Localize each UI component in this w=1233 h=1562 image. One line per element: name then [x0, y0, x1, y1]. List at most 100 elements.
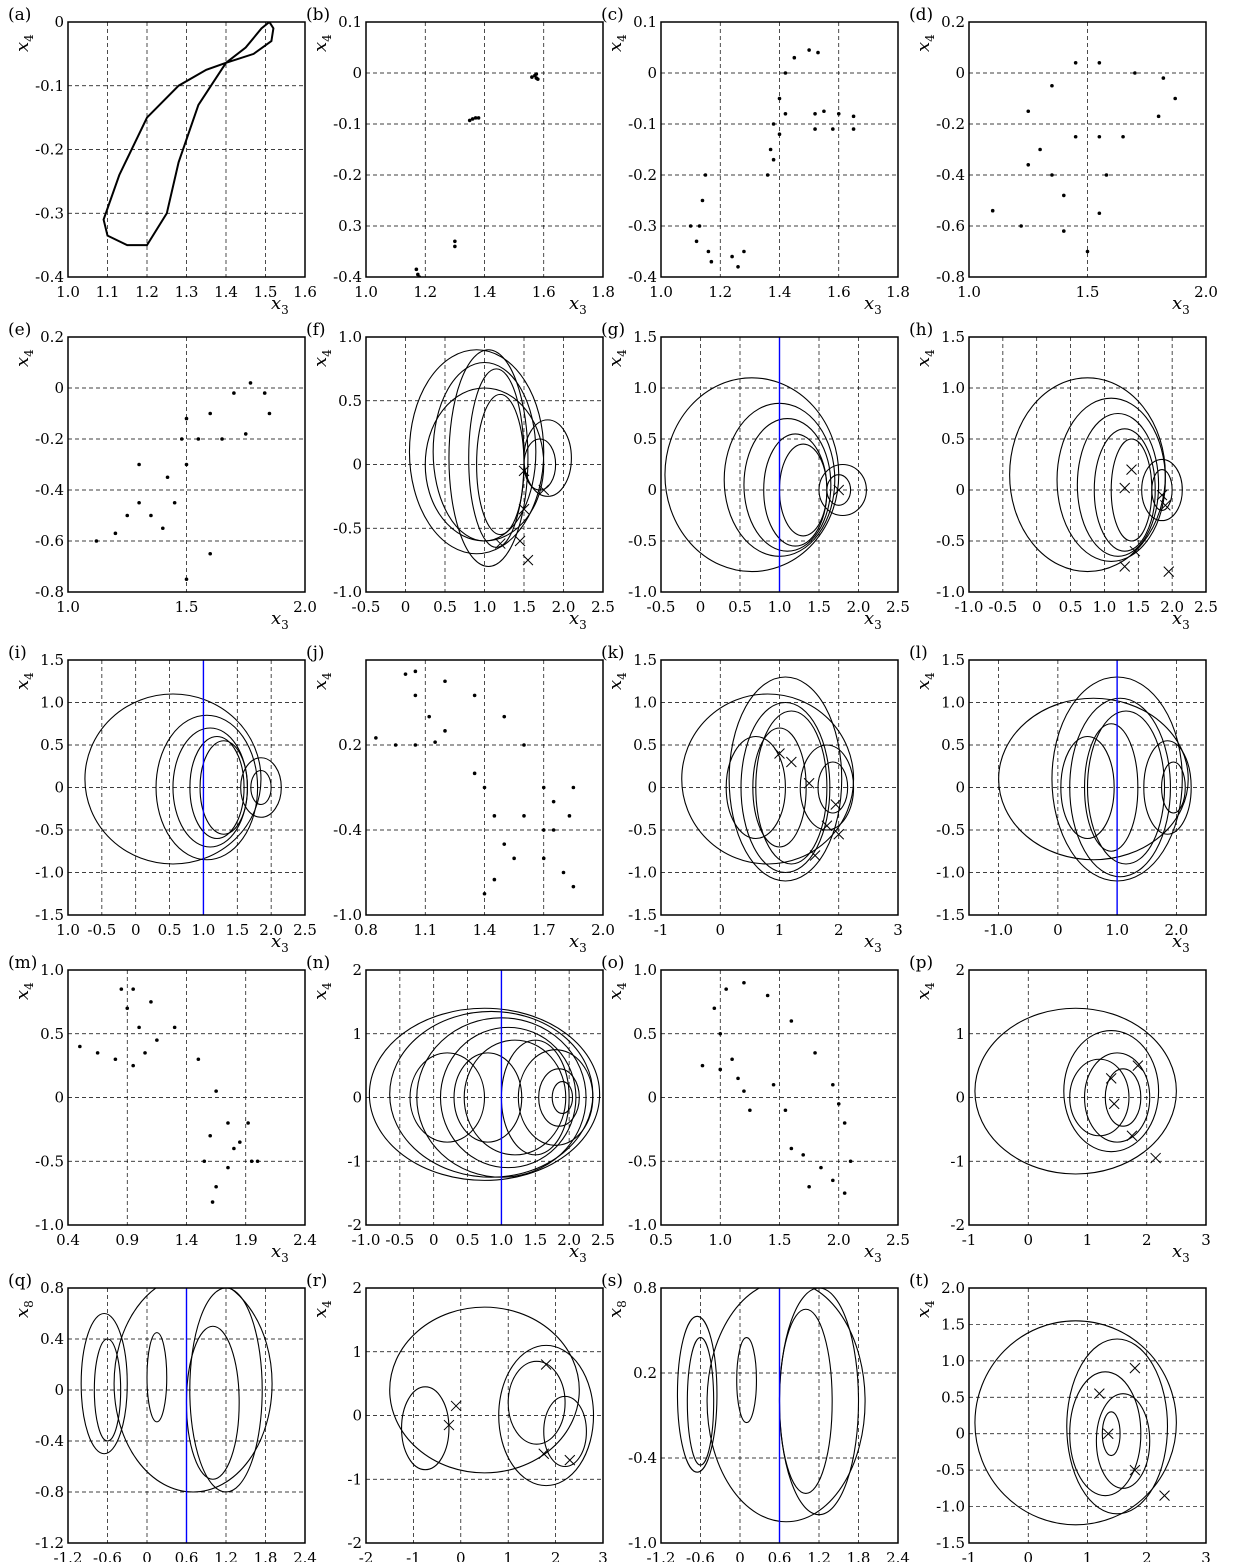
data-point	[831, 1082, 835, 1087]
cross-marker	[1132, 1060, 1144, 1071]
x-tick-label: 1.5	[807, 598, 831, 616]
axes-frame	[67, 659, 306, 916]
axes-frame	[67, 1287, 306, 1544]
data-point	[1050, 173, 1054, 177]
y-tick-label: -1.5	[936, 1534, 965, 1552]
data-point	[184, 577, 189, 582]
y-tick-label: 0	[647, 1089, 657, 1107]
data-point	[472, 771, 477, 776]
x-tick-label: -2	[359, 1549, 374, 1562]
axes-frame	[67, 21, 306, 278]
data-point	[789, 1146, 794, 1151]
trajectory-loop	[1076, 412, 1160, 557]
data-point	[232, 1146, 236, 1151]
x-tick-label: -0.5	[87, 921, 116, 939]
y-tick-label: -0.2	[333, 166, 362, 184]
data-point	[789, 1019, 794, 1023]
trajectory-loop	[250, 769, 272, 806]
data-point	[836, 1102, 841, 1106]
axes-frame	[365, 1287, 604, 1544]
y-tick-label: 0.4	[40, 1330, 64, 1348]
data-point	[836, 112, 841, 116]
cross-marker	[494, 538, 506, 549]
trajectory-loop	[1086, 710, 1166, 865]
cross-marker	[538, 1448, 550, 1460]
data-point	[413, 669, 418, 674]
y-tick-label: 0	[647, 481, 657, 499]
panel-label: (a)	[8, 5, 31, 25]
data-point	[851, 114, 856, 119]
y-tick-label: 0	[54, 779, 64, 797]
y-tick-label: 0.5	[941, 736, 965, 754]
data-point	[748, 1108, 752, 1113]
panel-label: (c)	[601, 5, 624, 25]
data-point	[718, 1031, 723, 1036]
y-tick-label: -0.5	[35, 1152, 64, 1170]
x-tick-label: -1.0	[984, 921, 1013, 939]
data-point	[771, 157, 776, 162]
y-tick-label: 0.8	[40, 1279, 64, 1297]
x-axis-label: x7	[271, 1559, 289, 1562]
trajectory-loop	[389, 1306, 580, 1474]
x-axis-label: x3	[569, 293, 587, 317]
y-tick-label: -1.0	[333, 906, 362, 924]
y-tick-label: 1	[352, 1343, 362, 1361]
x-tick-label: 3	[1201, 1231, 1211, 1249]
x-axis-label: x3	[271, 293, 289, 317]
x-tick-label: 2.4	[886, 1549, 910, 1562]
panel-f: -0.5 0 0.5 1.0 1.5 2.0 2.5-1.0-0.500.51.0(f)x3…	[306, 320, 615, 632]
plot-area	[1009, 377, 1183, 577]
x-tick-label: 1.0	[354, 283, 378, 301]
x-axis-label: x7	[864, 1559, 882, 1562]
y-tick-label: -0.1	[628, 115, 657, 133]
x-tick-label: 1.2	[214, 1549, 238, 1562]
x-tick-label: 1.0	[191, 921, 215, 939]
x-tick-label: 1.0	[1105, 921, 1129, 939]
trajectory-loop	[728, 676, 843, 882]
trajectory-loop	[974, 1007, 1177, 1175]
x-tick-label: -0.6	[93, 1549, 122, 1562]
y-axis-label: x8	[12, 1300, 36, 1318]
panel-label: (o)	[601, 953, 625, 973]
data-point	[541, 828, 546, 832]
axes-frame	[968, 1287, 1207, 1544]
plot-area	[80, 1288, 273, 1493]
y-tick-label: 1.0	[338, 328, 362, 346]
panel-label: (p)	[909, 953, 933, 973]
plot-area	[688, 48, 856, 269]
y-tick-label: 0.5	[941, 1388, 965, 1406]
data-point	[730, 254, 734, 259]
data-point	[208, 411, 212, 416]
panel-label: (r)	[306, 1271, 327, 1291]
trajectory-loop	[1095, 1393, 1151, 1489]
x-tick-label: -1.0	[955, 598, 984, 616]
data-point	[413, 693, 418, 698]
panel-n: -1.0 -0.5 0 0.5 1.0 1.5 2.0 2.5 -2 -1 0 1 2 (n) x3 x4	[306, 953, 615, 1265]
y-tick-label: -1.5	[35, 906, 64, 924]
y-tick-label: -2	[347, 1534, 362, 1552]
y-tick-label: -0.1	[35, 77, 64, 95]
x-tick-label: 1.0	[473, 598, 497, 616]
y-tick-label: 0.3	[338, 217, 362, 235]
y-tick-label: -0.2	[35, 430, 64, 448]
panel-a: 1.0 1.1 1.2 1.3 1.4 1.5 1.6 -0.4 -0.3 -0.2 -0.1 0 (a…	[8, 5, 317, 317]
data-point	[819, 1165, 823, 1170]
data-point	[688, 224, 693, 228]
data-point	[536, 77, 540, 81]
data-point	[1104, 173, 1109, 177]
trajectory-loop	[523, 438, 557, 491]
data-point	[94, 539, 99, 543]
data-point	[267, 411, 272, 416]
x-tick-label: 2	[551, 1549, 561, 1562]
cross-marker	[821, 820, 833, 832]
x-tick-label: 1.6	[827, 283, 851, 301]
y-axis-label: x4	[310, 672, 334, 690]
cross-marker	[518, 465, 530, 477]
data-point	[706, 249, 711, 254]
y-tick-label: 0.5	[633, 430, 657, 448]
data-point	[155, 1038, 159, 1042]
trajectory-loop	[1104, 1068, 1142, 1127]
data-point	[125, 1006, 130, 1011]
axes-frame	[660, 969, 899, 1226]
data-point	[476, 116, 481, 120]
